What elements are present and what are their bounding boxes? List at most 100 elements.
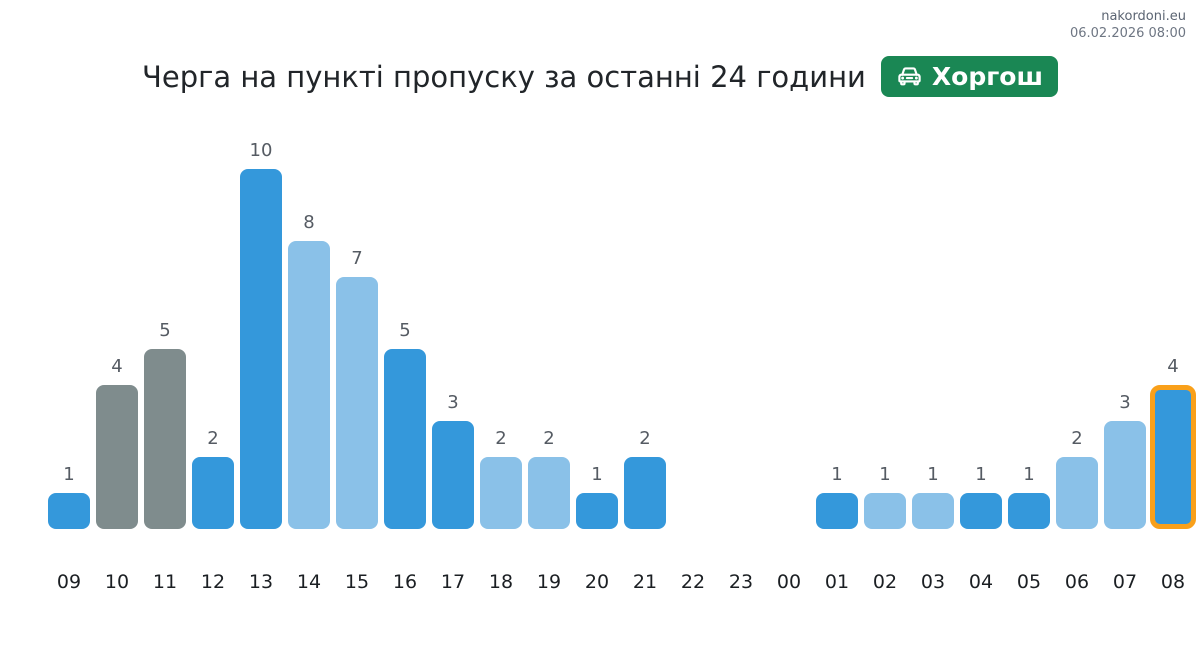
bar-value-03: 1 [927, 464, 939, 485]
bar-slot-07: 3 [1101, 169, 1149, 529]
x-label-15: 15 [344, 571, 370, 593]
bar-15 [336, 277, 378, 529]
x-label-07: 07 [1112, 571, 1138, 593]
bar-value-01: 1 [831, 464, 843, 485]
bar-slot-02: 1 [861, 169, 909, 529]
x-label-16: 16 [392, 571, 418, 593]
bar-value-06: 2 [1071, 428, 1083, 449]
bar-value-17: 3 [447, 392, 459, 413]
x-label-03: 03 [920, 571, 946, 593]
x-label-09: 09 [56, 571, 82, 593]
bar-05 [1008, 493, 1050, 529]
x-label-13: 13 [248, 571, 274, 593]
x-label-20: 20 [584, 571, 610, 593]
x-label-22: 22 [680, 571, 706, 593]
x-label-17: 17 [440, 571, 466, 593]
bar-13 [240, 169, 282, 529]
bar-value-14: 8 [303, 212, 315, 233]
bar-12 [192, 457, 234, 529]
bar-value-07: 3 [1119, 392, 1131, 413]
bar-17 [432, 421, 474, 529]
bar-slot-20: 1 [573, 169, 621, 529]
x-label-11: 11 [152, 571, 178, 593]
snapshot-datetime: 06.02.2026 08:00 [1069, 26, 1186, 41]
bar-09 [48, 493, 90, 529]
bar-value-21: 2 [639, 428, 651, 449]
bar-slot-03: 1 [909, 169, 957, 529]
bar-slot-06: 2 [1053, 169, 1101, 529]
page-title: Черга на пункті пропуску за останні 24 г… [141, 59, 866, 94]
bar-value-20: 1 [591, 464, 603, 485]
bar-slot-23 [717, 169, 765, 529]
bar-slot-17: 3 [429, 169, 477, 529]
bar-value-19: 2 [543, 428, 555, 449]
x-label-01: 01 [824, 571, 850, 593]
bar-02 [864, 493, 906, 529]
x-label-23: 23 [728, 571, 754, 593]
x-label-08: 08 [1160, 571, 1186, 593]
bar-slot-22 [669, 169, 717, 529]
bar-04 [960, 493, 1002, 529]
bar-slot-21: 2 [621, 169, 669, 529]
bar-07 [1104, 421, 1146, 529]
x-label-12: 12 [200, 571, 226, 593]
bar-08 [1150, 385, 1196, 529]
bar-slot-19: 2 [525, 169, 573, 529]
bar-11 [144, 349, 186, 529]
bar-06 [1056, 457, 1098, 529]
bar-value-08: 4 [1167, 356, 1179, 377]
bar-10 [96, 385, 138, 529]
checkpoint-badge[interactable]: Хоргош [880, 56, 1059, 97]
x-label-00: 00 [776, 571, 802, 593]
bar-value-15: 7 [351, 248, 363, 269]
bar-slot-13: 10 [237, 140, 285, 529]
bar-slot-16: 5 [381, 169, 429, 529]
site-name[interactable]: nakordoni.eu [1101, 9, 1186, 24]
bar-value-10: 4 [111, 356, 123, 377]
bar-slot-08: 4 [1149, 169, 1197, 529]
bar-slot-15: 7 [333, 169, 381, 529]
bar-slot-14: 8 [285, 169, 333, 529]
bar-slot-10: 4 [93, 169, 141, 529]
x-label-04: 04 [968, 571, 994, 593]
bar-value-05: 1 [1023, 464, 1035, 485]
site-meta: nakordoni.eu 06.02.2026 08:00 [1070, 8, 1186, 42]
x-label-18: 18 [488, 571, 514, 593]
bar-value-18: 2 [495, 428, 507, 449]
bar-value-12: 2 [207, 428, 219, 449]
x-label-10: 10 [104, 571, 130, 593]
bar-slot-00 [765, 169, 813, 529]
bar-01 [816, 493, 858, 529]
x-label-06: 06 [1064, 571, 1090, 593]
bar-slot-01: 1 [813, 169, 861, 529]
queue-bar-chart: 1 4 5 2 10 8 7 5 3 2 2 1 2 1 1 1 1 1 2 3 4 [45, 140, 1197, 529]
bar-20 [576, 493, 618, 529]
x-axis-labels: 09 10 11 12 13 14 15 16 17 18 19 20 21 22 23 00 01 02 03 04… [45, 571, 1197, 593]
bar-19 [528, 457, 570, 529]
checkpoint-name: Хоргош [931, 62, 1044, 91]
bar-value-13: 10 [249, 140, 273, 161]
bar-value-04: 1 [975, 464, 987, 485]
bar-slot-11: 5 [141, 169, 189, 529]
x-label-02: 02 [872, 571, 898, 593]
x-label-21: 21 [632, 571, 658, 593]
bar-value-11: 5 [159, 320, 171, 341]
x-label-05: 05 [1016, 571, 1042, 593]
bar-16 [384, 349, 426, 529]
bar-18 [480, 457, 522, 529]
bar-value-09: 1 [63, 464, 75, 485]
bar-slot-05: 1 [1005, 169, 1053, 529]
bar-14 [288, 241, 330, 529]
bar-value-16: 5 [399, 320, 411, 341]
bar-03 [912, 493, 954, 529]
bar-slot-09: 1 [45, 169, 93, 529]
car-front-icon [896, 63, 923, 90]
bar-slot-12: 2 [189, 169, 237, 529]
bar-21 [624, 457, 666, 529]
title-row: Черга на пункті пропуску за останні 24 г… [0, 56, 1200, 97]
bar-slot-18: 2 [477, 169, 525, 529]
bar-value-02: 1 [879, 464, 891, 485]
bar-slot-04: 1 [957, 169, 1005, 529]
x-label-19: 19 [536, 571, 562, 593]
x-label-14: 14 [296, 571, 322, 593]
